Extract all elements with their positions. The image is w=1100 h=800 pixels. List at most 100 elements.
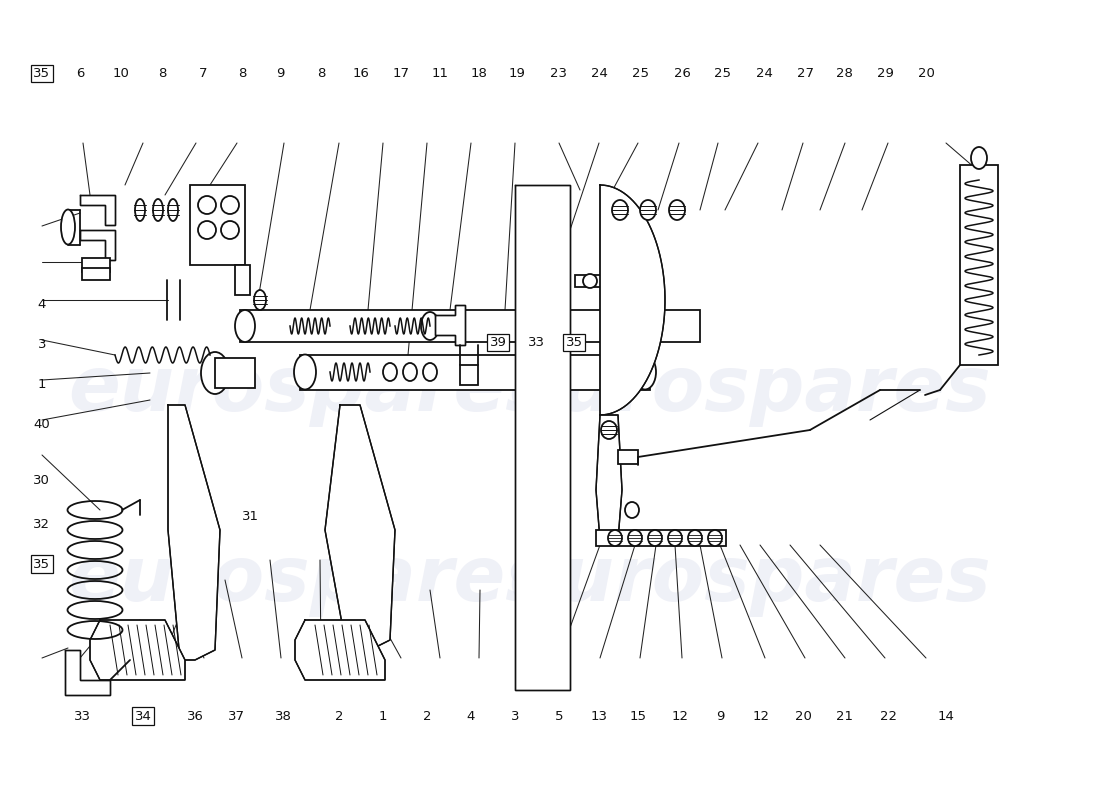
- Text: 1: 1: [378, 710, 387, 722]
- Ellipse shape: [612, 200, 628, 220]
- Text: 7: 7: [199, 67, 208, 80]
- Ellipse shape: [383, 363, 397, 381]
- Text: 12: 12: [671, 710, 689, 722]
- Text: 35: 35: [33, 67, 51, 80]
- Polygon shape: [80, 195, 116, 225]
- Text: 2: 2: [334, 710, 343, 722]
- Text: 28: 28: [836, 67, 854, 80]
- Ellipse shape: [153, 199, 163, 221]
- Text: 20: 20: [794, 710, 812, 722]
- Polygon shape: [434, 305, 465, 345]
- Text: 25: 25: [631, 67, 649, 80]
- Text: 17: 17: [393, 67, 410, 80]
- Bar: [960, 165, 998, 365]
- Text: 9: 9: [276, 67, 285, 80]
- Text: 22: 22: [880, 710, 898, 722]
- Text: 12: 12: [752, 710, 770, 722]
- Text: eurospares: eurospares: [508, 543, 991, 617]
- Polygon shape: [65, 650, 110, 695]
- Text: 32: 32: [33, 518, 51, 530]
- Circle shape: [198, 196, 216, 214]
- Text: 9: 9: [716, 710, 725, 722]
- Ellipse shape: [708, 530, 722, 546]
- Bar: [235, 265, 250, 295]
- Polygon shape: [168, 405, 220, 660]
- Circle shape: [221, 221, 239, 239]
- Ellipse shape: [254, 290, 266, 310]
- Text: 29: 29: [877, 67, 894, 80]
- Circle shape: [221, 196, 239, 214]
- Bar: [82, 258, 110, 272]
- Text: 3: 3: [510, 710, 519, 722]
- Text: 20: 20: [917, 67, 935, 80]
- Text: 2: 2: [422, 710, 431, 722]
- Bar: [596, 530, 726, 546]
- Polygon shape: [515, 185, 570, 690]
- Ellipse shape: [60, 210, 75, 245]
- Ellipse shape: [235, 310, 255, 342]
- Text: 37: 37: [228, 710, 245, 722]
- Text: 4: 4: [37, 298, 46, 310]
- Text: 10: 10: [112, 67, 130, 80]
- Ellipse shape: [668, 530, 682, 546]
- Ellipse shape: [403, 363, 417, 381]
- Bar: [82, 268, 110, 280]
- Ellipse shape: [971, 147, 987, 169]
- Ellipse shape: [628, 530, 642, 546]
- Text: eurospares: eurospares: [68, 353, 551, 427]
- Text: 19: 19: [508, 67, 526, 80]
- Bar: [240, 310, 700, 342]
- Bar: [300, 355, 650, 390]
- Text: 23: 23: [550, 67, 568, 80]
- Text: 30: 30: [33, 474, 51, 486]
- Text: 8: 8: [317, 67, 326, 80]
- Ellipse shape: [648, 530, 662, 546]
- Circle shape: [198, 221, 216, 239]
- Ellipse shape: [424, 363, 437, 381]
- Text: 6: 6: [76, 67, 85, 80]
- Ellipse shape: [201, 352, 229, 394]
- Bar: [190, 185, 245, 265]
- Text: eurospares: eurospares: [68, 543, 551, 617]
- Text: 5: 5: [554, 710, 563, 722]
- Circle shape: [583, 274, 597, 288]
- Ellipse shape: [421, 312, 439, 340]
- Text: 38: 38: [275, 710, 293, 722]
- Text: 33: 33: [528, 336, 546, 349]
- Text: 24: 24: [756, 67, 773, 80]
- Bar: [214, 358, 255, 388]
- Polygon shape: [80, 230, 116, 260]
- Text: 8: 8: [238, 67, 246, 80]
- Text: 1: 1: [37, 378, 46, 390]
- Ellipse shape: [608, 530, 622, 546]
- Text: 33: 33: [74, 710, 91, 722]
- Polygon shape: [596, 415, 622, 540]
- Ellipse shape: [625, 502, 639, 518]
- Bar: [618, 450, 638, 464]
- Text: 39: 39: [490, 336, 507, 349]
- Text: 34: 34: [134, 710, 152, 722]
- Text: 4: 4: [466, 710, 475, 722]
- Text: 27: 27: [796, 67, 814, 80]
- Text: 24: 24: [591, 67, 608, 80]
- Text: 36: 36: [187, 710, 205, 722]
- Ellipse shape: [294, 354, 316, 390]
- Text: eurospares: eurospares: [508, 353, 991, 427]
- Text: 18: 18: [470, 67, 487, 80]
- Bar: [460, 365, 478, 385]
- Text: 14: 14: [937, 710, 955, 722]
- Ellipse shape: [669, 200, 685, 220]
- Ellipse shape: [168, 199, 178, 221]
- Ellipse shape: [640, 200, 656, 220]
- Ellipse shape: [688, 530, 702, 546]
- Text: 15: 15: [629, 710, 647, 722]
- Text: 11: 11: [431, 67, 449, 80]
- Text: 21: 21: [836, 710, 854, 722]
- Bar: [575, 275, 605, 287]
- Text: 8: 8: [158, 67, 167, 80]
- Polygon shape: [324, 405, 395, 650]
- Text: 25: 25: [714, 67, 732, 80]
- Ellipse shape: [135, 199, 145, 221]
- Ellipse shape: [634, 354, 656, 390]
- Polygon shape: [90, 620, 185, 680]
